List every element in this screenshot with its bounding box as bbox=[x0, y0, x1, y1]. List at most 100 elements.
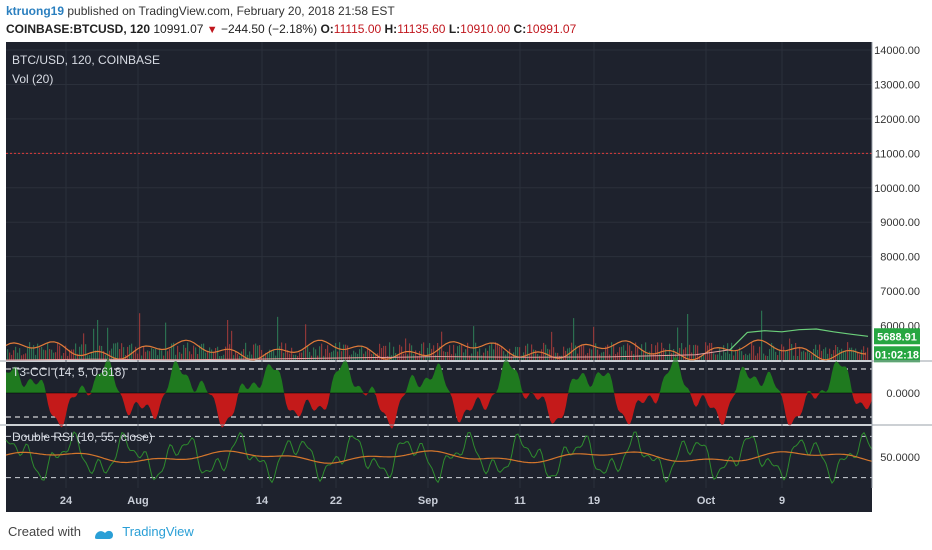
volume-bar bbox=[805, 352, 807, 360]
volume-bar bbox=[675, 353, 677, 360]
volume-bar bbox=[275, 355, 277, 360]
volume-bar bbox=[167, 351, 169, 360]
volume-bar bbox=[133, 350, 135, 360]
volume-bar bbox=[47, 342, 49, 360]
volume-bar bbox=[183, 344, 185, 360]
volume-bar bbox=[219, 355, 221, 360]
y-tick-label: 8000.00 bbox=[880, 252, 920, 264]
volume-bar bbox=[733, 355, 735, 360]
volume-bar bbox=[457, 346, 459, 360]
volume-bar bbox=[129, 345, 131, 360]
volume-bar bbox=[555, 352, 557, 360]
volume-bar bbox=[123, 347, 125, 360]
volume-bar bbox=[185, 347, 187, 360]
volume-bar bbox=[671, 353, 673, 360]
volume-bar bbox=[863, 346, 865, 360]
volume-bar bbox=[155, 348, 157, 360]
volume-bar bbox=[635, 342, 637, 360]
volume-bar bbox=[515, 346, 517, 360]
volume-bar bbox=[51, 349, 53, 360]
cci-positive-area bbox=[6, 356, 872, 393]
volume-bar bbox=[131, 343, 133, 360]
volume-bar bbox=[693, 345, 695, 360]
volume-bar bbox=[837, 346, 839, 360]
volume-bar bbox=[79, 346, 81, 360]
volume-bar bbox=[469, 355, 471, 360]
volume-bar bbox=[745, 353, 747, 360]
volume-bar bbox=[153, 349, 155, 360]
volume-bar bbox=[703, 352, 705, 360]
volume-bar bbox=[437, 342, 439, 360]
volume-bar bbox=[855, 348, 857, 360]
volume-bar bbox=[775, 351, 777, 360]
x-tick-label: Oct bbox=[697, 495, 716, 507]
last-price: 10991.07 bbox=[153, 22, 204, 36]
chart-area[interactable]: 24 Aug 14 22 Sep 11 19 Oct 9 14000.00 13000.00 1200… bbox=[0, 42, 932, 512]
volume-bar bbox=[803, 350, 805, 360]
volume-bar bbox=[763, 353, 765, 360]
volume-bar bbox=[777, 355, 779, 360]
volume-bar bbox=[543, 342, 545, 360]
y-tick-label: 11000.00 bbox=[875, 148, 920, 160]
volume-bar bbox=[179, 352, 181, 360]
volume-bar bbox=[393, 346, 395, 360]
volume-bar bbox=[711, 342, 713, 360]
volume-bar bbox=[193, 345, 195, 360]
volume-bar bbox=[411, 345, 413, 360]
volume-bar bbox=[829, 348, 831, 360]
published-text: published on TradingView.com, February 2… bbox=[67, 4, 395, 18]
volume-bar bbox=[77, 353, 79, 360]
volume-bar bbox=[765, 355, 767, 360]
volume-bar bbox=[595, 343, 597, 360]
volume-bar bbox=[737, 350, 739, 360]
volume-bar bbox=[699, 355, 701, 360]
tradingview-logo-icon bbox=[94, 530, 113, 539]
volume-bar bbox=[107, 327, 109, 360]
volume-bar bbox=[307, 346, 309, 360]
volume-bar bbox=[607, 344, 609, 360]
volume-bar bbox=[623, 345, 625, 360]
volume-bar bbox=[387, 355, 389, 360]
volume-bar bbox=[99, 345, 101, 360]
volume-bar bbox=[145, 351, 147, 360]
volume-bar bbox=[225, 346, 227, 360]
volume-bar bbox=[783, 346, 785, 360]
volume-bar bbox=[485, 348, 487, 360]
volume-bar bbox=[459, 345, 461, 360]
volume-bar bbox=[815, 344, 817, 360]
volume-bar bbox=[583, 345, 585, 360]
volume-bar bbox=[203, 343, 205, 360]
volume-bar bbox=[685, 347, 687, 360]
volume-bar bbox=[527, 343, 529, 360]
volume-bar bbox=[645, 342, 647, 360]
volume-bar bbox=[597, 349, 599, 360]
low-value: 10910.00 bbox=[460, 22, 511, 36]
author-link[interactable]: ktruong19 bbox=[6, 4, 65, 18]
volume-bar bbox=[365, 351, 367, 360]
volume-bar bbox=[713, 353, 715, 360]
footer: Created with TradingView bbox=[8, 524, 194, 540]
x-tick-label: 19 bbox=[588, 495, 600, 507]
tradingview-link[interactable]: TradingView bbox=[122, 524, 194, 539]
volume-bar bbox=[575, 345, 577, 360]
volume-bar bbox=[613, 344, 615, 360]
volume-bar bbox=[191, 354, 193, 360]
volume-bar bbox=[659, 352, 661, 360]
volume-bar bbox=[235, 351, 237, 360]
volume-bar bbox=[849, 347, 851, 360]
volume-bar bbox=[237, 353, 239, 360]
volume-bar bbox=[281, 342, 283, 360]
volume-bar bbox=[467, 342, 469, 360]
main-pane-title: BTC/USD, 120, COINBASE bbox=[12, 53, 160, 67]
volume-bar bbox=[21, 355, 23, 360]
volume-bar bbox=[303, 350, 305, 360]
volume-bar bbox=[233, 355, 235, 360]
volume-bar bbox=[103, 350, 105, 360]
volume-bar bbox=[177, 345, 179, 360]
volume-bar bbox=[7, 349, 9, 360]
volume-bar bbox=[299, 352, 301, 360]
volume-bar bbox=[701, 355, 703, 360]
volume-bar bbox=[587, 352, 589, 360]
volume-bar bbox=[83, 333, 85, 360]
volume-bar bbox=[823, 349, 825, 360]
